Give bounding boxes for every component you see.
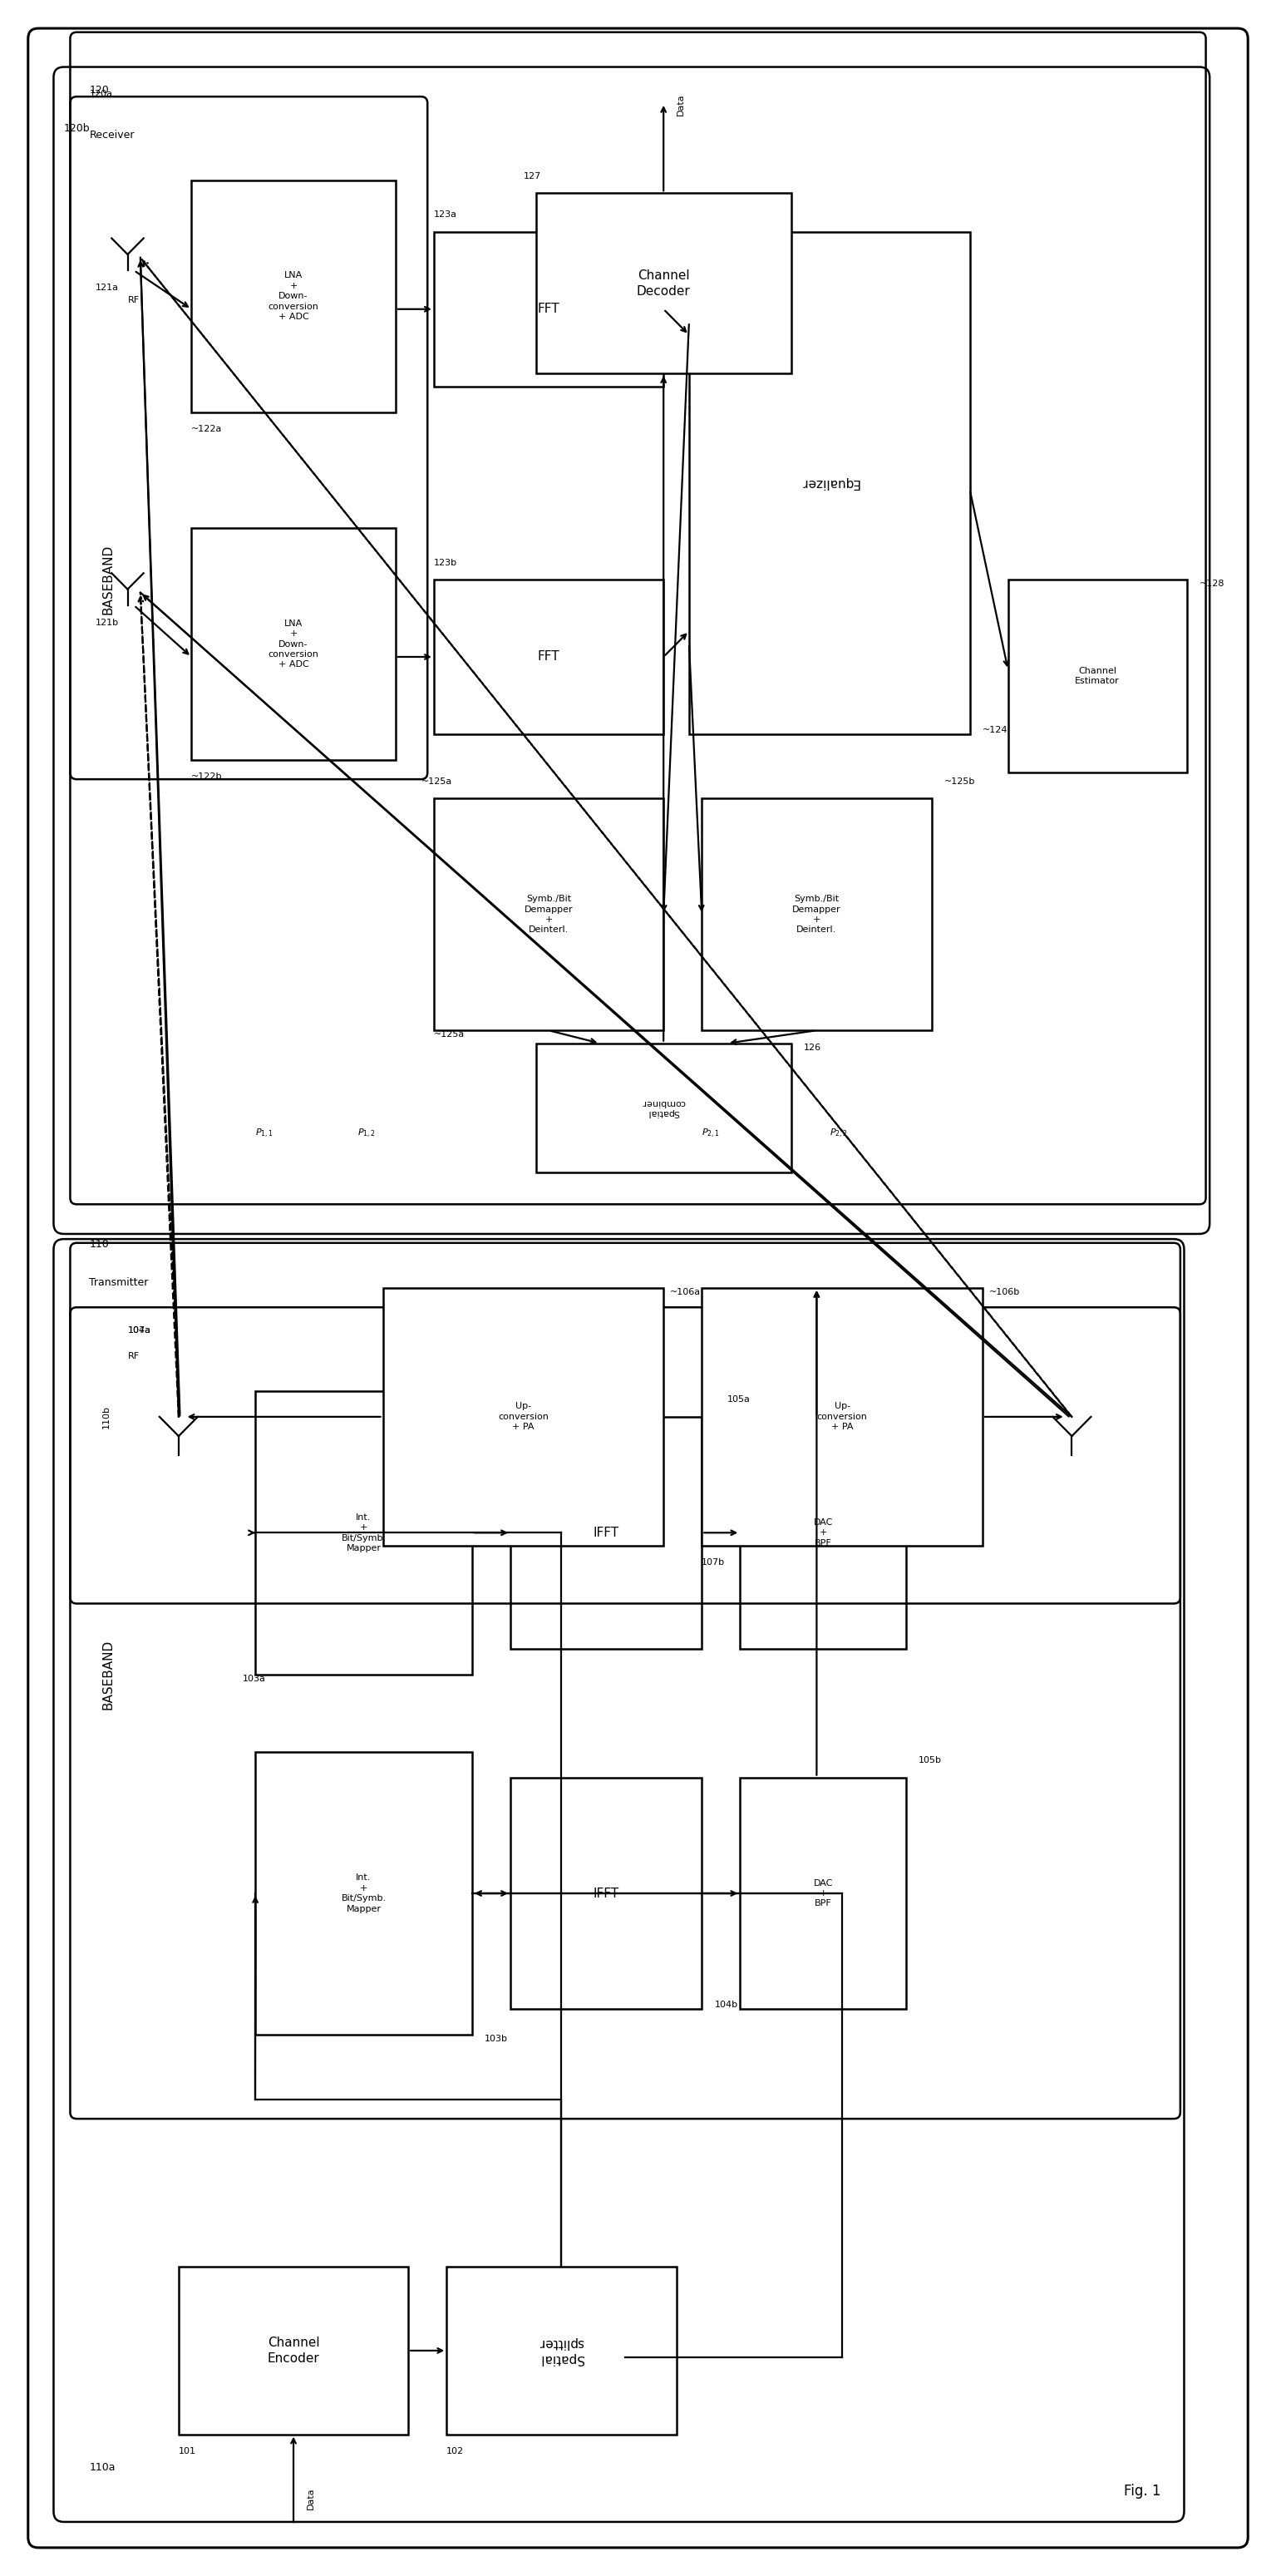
Text: Channel
Estimator: Channel Estimator xyxy=(1074,667,1120,685)
Text: Equalizer: Equalizer xyxy=(800,477,859,489)
Text: 105b: 105b xyxy=(919,1757,942,1765)
Text: 123b: 123b xyxy=(434,559,457,567)
FancyBboxPatch shape xyxy=(1008,580,1187,773)
FancyBboxPatch shape xyxy=(536,1043,791,1172)
Text: $P_{1,1}$: $P_{1,1}$ xyxy=(255,1128,273,1139)
Text: 110a: 110a xyxy=(89,2463,116,2473)
Text: 102: 102 xyxy=(447,2447,464,2455)
Text: 107b: 107b xyxy=(702,1558,725,1566)
FancyBboxPatch shape xyxy=(510,1417,702,1649)
Text: $P_{2,2}$: $P_{2,2}$ xyxy=(829,1128,847,1139)
Text: Symb./Bit
Demapper
+
Deinterl.: Symb./Bit Demapper + Deinterl. xyxy=(792,894,841,935)
Text: LNA
+
Down-
conversion
+ ADC: LNA + Down- conversion + ADC xyxy=(268,270,319,322)
Text: Symb./Bit
Demapper
+
Deinterl.: Symb./Bit Demapper + Deinterl. xyxy=(524,894,573,935)
Text: ~125b: ~125b xyxy=(944,778,975,786)
Text: 127: 127 xyxy=(523,173,541,180)
Text: Up-
conversion
+ PA: Up- conversion + PA xyxy=(498,1401,549,1432)
FancyBboxPatch shape xyxy=(434,580,664,734)
Text: Fig. 1: Fig. 1 xyxy=(1124,2483,1161,2499)
Text: ~125a: ~125a xyxy=(421,778,452,786)
Text: 121a: 121a xyxy=(96,283,119,291)
Text: FFT: FFT xyxy=(537,652,560,662)
Text: BASEBAND: BASEBAND xyxy=(102,544,115,616)
FancyBboxPatch shape xyxy=(179,2267,408,2434)
Text: 120: 120 xyxy=(89,85,108,95)
Text: ~122a: ~122a xyxy=(191,425,222,433)
Text: ~106b: ~106b xyxy=(989,1288,1020,1296)
Text: Spatial
combiner: Spatial combiner xyxy=(642,1097,685,1118)
FancyBboxPatch shape xyxy=(536,193,791,374)
FancyBboxPatch shape xyxy=(447,2267,676,2434)
Text: 110: 110 xyxy=(89,1239,108,1249)
Text: Data: Data xyxy=(306,2488,315,2509)
Text: ~125a: ~125a xyxy=(434,1030,464,1038)
FancyBboxPatch shape xyxy=(191,180,396,412)
Text: 104b: 104b xyxy=(715,2002,738,2009)
Text: 103b: 103b xyxy=(485,2035,508,2043)
Text: IFFT: IFFT xyxy=(593,1528,619,1538)
Text: Channel
Decoder: Channel Decoder xyxy=(637,270,690,296)
Text: LNA
+
Down-
conversion
+ ADC: LNA + Down- conversion + ADC xyxy=(268,618,319,670)
Text: ~122b: ~122b xyxy=(191,773,222,781)
Text: BASEBAND: BASEBAND xyxy=(102,1638,115,1710)
Text: ~128: ~128 xyxy=(1199,580,1225,587)
FancyBboxPatch shape xyxy=(740,1777,906,2009)
Text: 103a: 103a xyxy=(242,1674,265,1682)
Text: 126: 126 xyxy=(804,1043,822,1051)
Text: DAC
+
BPF: DAC + BPF xyxy=(813,1517,833,1548)
Text: $P_{1,2}$: $P_{1,2}$ xyxy=(357,1128,375,1139)
Text: Int.
+
Bit/Symb.
Mapper: Int. + Bit/Symb. Mapper xyxy=(341,1873,387,1914)
FancyBboxPatch shape xyxy=(702,1288,983,1546)
FancyBboxPatch shape xyxy=(191,528,396,760)
FancyBboxPatch shape xyxy=(383,1288,664,1546)
FancyBboxPatch shape xyxy=(434,232,664,386)
Text: Channel
Encoder: Channel Encoder xyxy=(268,2336,319,2365)
Text: DAC
+
BPF: DAC + BPF xyxy=(813,1878,833,1909)
FancyBboxPatch shape xyxy=(510,1777,702,2009)
Text: 120a: 120a xyxy=(89,90,112,98)
Text: RF: RF xyxy=(128,296,139,304)
FancyBboxPatch shape xyxy=(702,799,931,1030)
Text: 121b: 121b xyxy=(96,618,119,626)
Text: Up-
conversion
+ PA: Up- conversion + PA xyxy=(817,1401,868,1432)
Text: 101: 101 xyxy=(179,2447,197,2455)
FancyBboxPatch shape xyxy=(255,1391,472,1674)
FancyBboxPatch shape xyxy=(689,232,970,734)
Text: Data: Data xyxy=(676,93,685,116)
FancyBboxPatch shape xyxy=(434,799,664,1030)
Text: Receiver: Receiver xyxy=(89,129,135,142)
Text: ~106a: ~106a xyxy=(670,1288,701,1296)
Text: 110b: 110b xyxy=(102,1404,111,1430)
FancyBboxPatch shape xyxy=(740,1417,906,1649)
Text: Transmitter: Transmitter xyxy=(89,1278,148,1288)
Text: Spatial
splitter: Spatial splitter xyxy=(538,2336,584,2365)
Text: Int.
+
Bit/Symb.
Mapper: Int. + Bit/Symb. Mapper xyxy=(341,1512,387,1553)
Text: 120b: 120b xyxy=(64,124,91,134)
Text: IFFT: IFFT xyxy=(593,1888,619,1899)
FancyBboxPatch shape xyxy=(255,1752,472,2035)
Text: ~124: ~124 xyxy=(983,726,1008,734)
Text: 123a: 123a xyxy=(434,211,457,219)
Text: $P_{2,1}$: $P_{2,1}$ xyxy=(702,1128,720,1139)
Text: 105a: 105a xyxy=(727,1396,750,1404)
Text: FFT: FFT xyxy=(537,304,560,314)
Text: 104a: 104a xyxy=(128,1327,151,1334)
Text: RF: RF xyxy=(128,1352,139,1360)
Text: 107a: 107a xyxy=(128,1327,151,1334)
